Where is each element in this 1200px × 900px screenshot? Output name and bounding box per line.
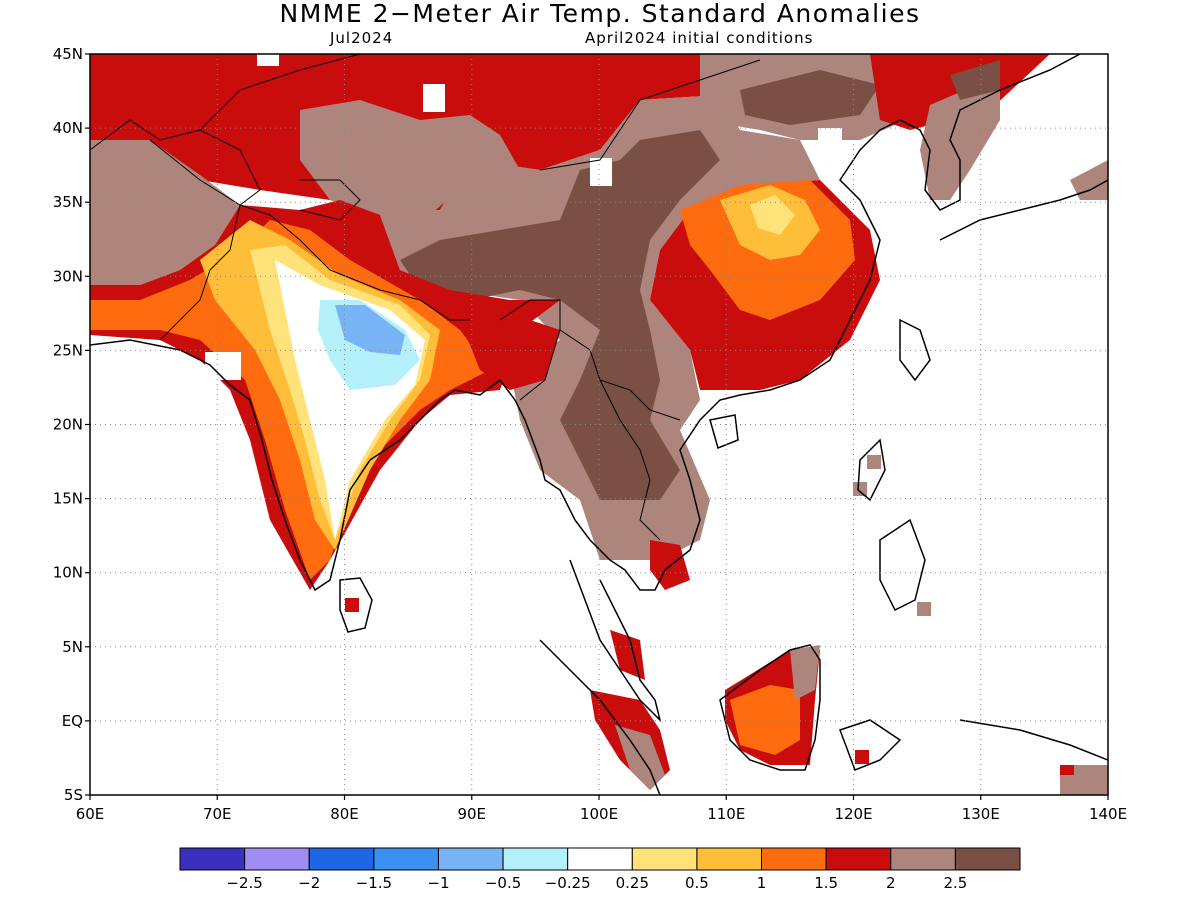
anomaly-region-central-asia-brown [300, 100, 520, 215]
colorbar-label: −0.5 [485, 874, 521, 892]
colorbar-swatch [244, 847, 310, 871]
chart-title: NMME 2−Meter Air Temp. Standard Anomalie… [279, 0, 921, 28]
colorbar-label: 2.5 [943, 874, 967, 892]
lat-label: 15N [53, 490, 83, 508]
anomaly-region-korea-brown [920, 75, 1000, 200]
colorbar-swatch [502, 847, 569, 871]
anomaly-region-japan-brown [1070, 160, 1108, 200]
colorbar-label: 1 [757, 874, 767, 892]
lat-label: 5N [62, 638, 83, 656]
anomaly-region-vietnam-red [650, 540, 690, 590]
anomaly-field [90, 54, 1108, 795]
colorbar-swatch [890, 847, 956, 871]
colorbar-label: 0.5 [685, 874, 709, 892]
lat-label: 5S [64, 786, 83, 804]
anomaly-region-iran-brown [90, 140, 240, 285]
anomaly-region-burma-red [460, 320, 560, 390]
colorbar-swatch [308, 847, 375, 871]
anomaly-cell-philippines-2 [853, 482, 867, 496]
anomaly-cell-mindanao [917, 602, 931, 616]
lon-label: 130E [962, 805, 1000, 823]
lon-label: 60E [76, 805, 105, 823]
anomaly-cell-newguinea-red [1060, 765, 1074, 775]
anomaly-cell-srilanka [345, 598, 359, 612]
anomaly-cell-sulawesi [855, 750, 869, 764]
anomaly-region-east-china-yellow [750, 195, 795, 235]
coastlines [90, 54, 1108, 795]
lat-label: 30N [53, 267, 83, 285]
lon-label: 120E [834, 805, 872, 823]
colorbar-label: 0.25 [616, 874, 649, 892]
anomaly-region-mongolia-dark [740, 70, 880, 125]
anomaly-region-borneo-brown [790, 645, 820, 700]
anomaly-region-borneo-orange [730, 685, 800, 755]
colorbar-label: 1.5 [814, 874, 838, 892]
colorbar-label: −2.5 [226, 874, 262, 892]
lat-label: EQ [62, 712, 83, 730]
colorbar-swatch [696, 847, 763, 871]
colorbar-label: −1.5 [356, 874, 392, 892]
lon-label: 80E [330, 805, 359, 823]
lon-label: 90E [457, 805, 486, 823]
lat-label: 10N [53, 564, 83, 582]
colorbar-swatch [179, 847, 246, 871]
anomaly-region-tibet-dark [400, 130, 720, 500]
initial-conditions: April2024 initial conditions [585, 29, 814, 47]
colorbar-swatch [373, 847, 439, 871]
country-borders [90, 54, 761, 541]
lon-label: 140E [1089, 805, 1127, 823]
anomaly-region-india-blue [335, 305, 405, 355]
colorbar-swatch [761, 847, 827, 871]
target-month: Jul2024 [330, 29, 394, 47]
lon-label: 100E [580, 805, 618, 823]
colorbar-label: −2 [298, 874, 320, 892]
colorbar-swatch [631, 847, 698, 871]
colorbar-label: −0.25 [545, 874, 591, 892]
anomaly-region-sumatra-brown [615, 725, 665, 790]
lat-label: 20N [53, 416, 83, 434]
colorbar-label: −1 [427, 874, 449, 892]
colorbar-swatch [567, 847, 633, 871]
colorbar: −2.5 −2 −1.5 −1 −0.5 −0.25 0.25 0.5 1 1.5 2 2.5 [179, 847, 1021, 892]
anomaly-region-korea-dark [950, 60, 1000, 100]
lat-lon-grid [90, 54, 1108, 795]
lon-label: 70E [203, 805, 232, 823]
lat-label: 25N [53, 341, 83, 359]
lat-label: 40N [53, 119, 83, 137]
colorbar-swatch [954, 847, 1021, 871]
colorbar-swatch [825, 847, 892, 871]
lon-label: 110E [707, 805, 745, 823]
anomaly-cell-philippines [867, 455, 881, 469]
colorbar-label: 2 [886, 874, 896, 892]
colorbar-swatch [437, 847, 504, 871]
lat-label: 35N [53, 193, 83, 211]
lat-label: 45N [53, 45, 83, 63]
